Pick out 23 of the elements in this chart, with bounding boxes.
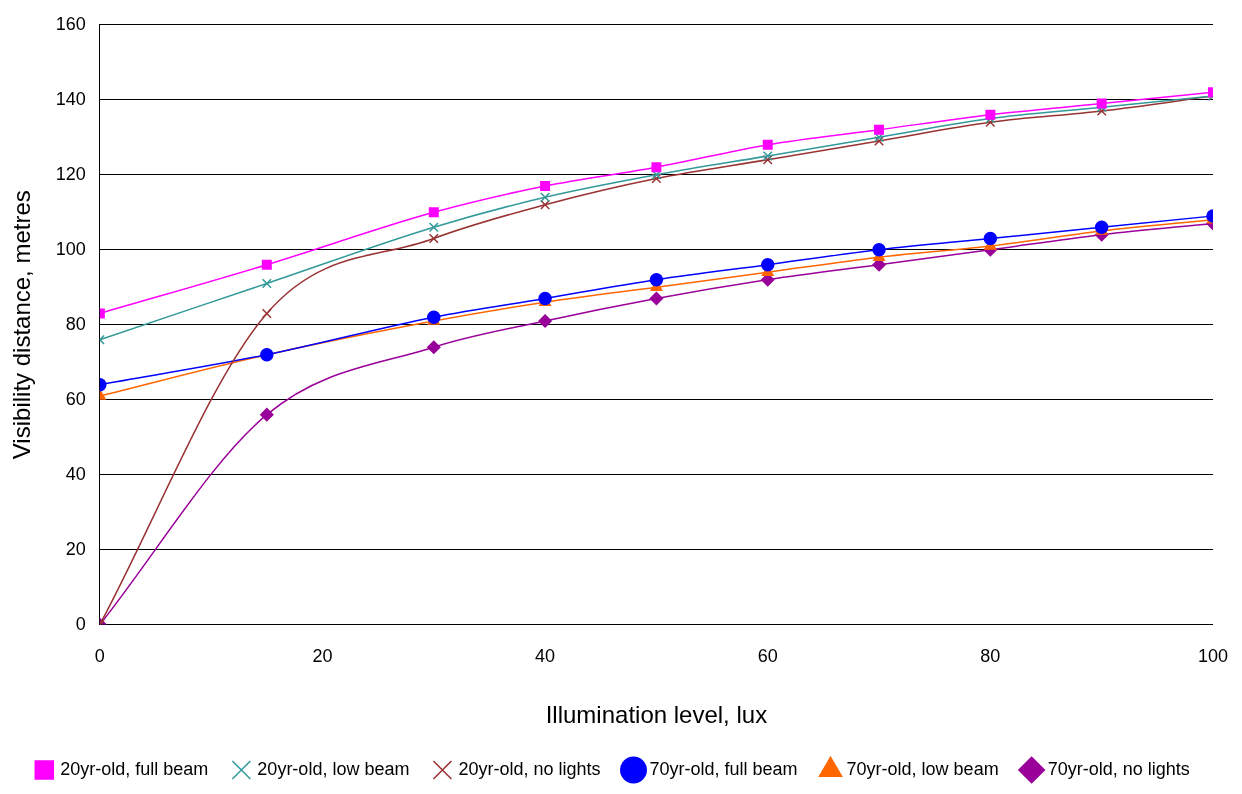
x-tick-label: 0 [94, 646, 105, 667]
x-axis-title: Illumination level, lux [545, 701, 768, 729]
legend-label: 20yr-old, no lights [458, 758, 601, 779]
legend-label: 70yr-old, no lights [1047, 758, 1190, 779]
y-tick-label: 160 [55, 13, 86, 34]
y-tick-label: 0 [75, 613, 86, 634]
x-tick-label: 60 [757, 646, 778, 667]
x-tick-label: 100 [1197, 646, 1229, 667]
y-tick-label: 120 [55, 163, 86, 184]
y-tick-label: 80 [65, 313, 86, 334]
y-axis-title: Visibility distance, metres [8, 190, 36, 460]
legend-label: 70yr-old, full beam [649, 758, 798, 779]
x-tick-label: 20 [312, 646, 333, 667]
x-tick-label: 80 [980, 646, 1001, 667]
y-tick-label: 40 [65, 463, 86, 484]
y-tick-label: 20 [65, 538, 86, 559]
x-tick-label: 40 [535, 646, 556, 667]
y-tick-label: 140 [55, 88, 86, 109]
legend-label: 20yr-old, full beam [60, 758, 209, 779]
legend-label: 20yr-old, low beam [257, 758, 410, 779]
y-tick-label: 100 [55, 238, 86, 259]
legend-label: 70yr-old, low beam [846, 758, 999, 779]
y-tick-label: 60 [65, 388, 86, 409]
